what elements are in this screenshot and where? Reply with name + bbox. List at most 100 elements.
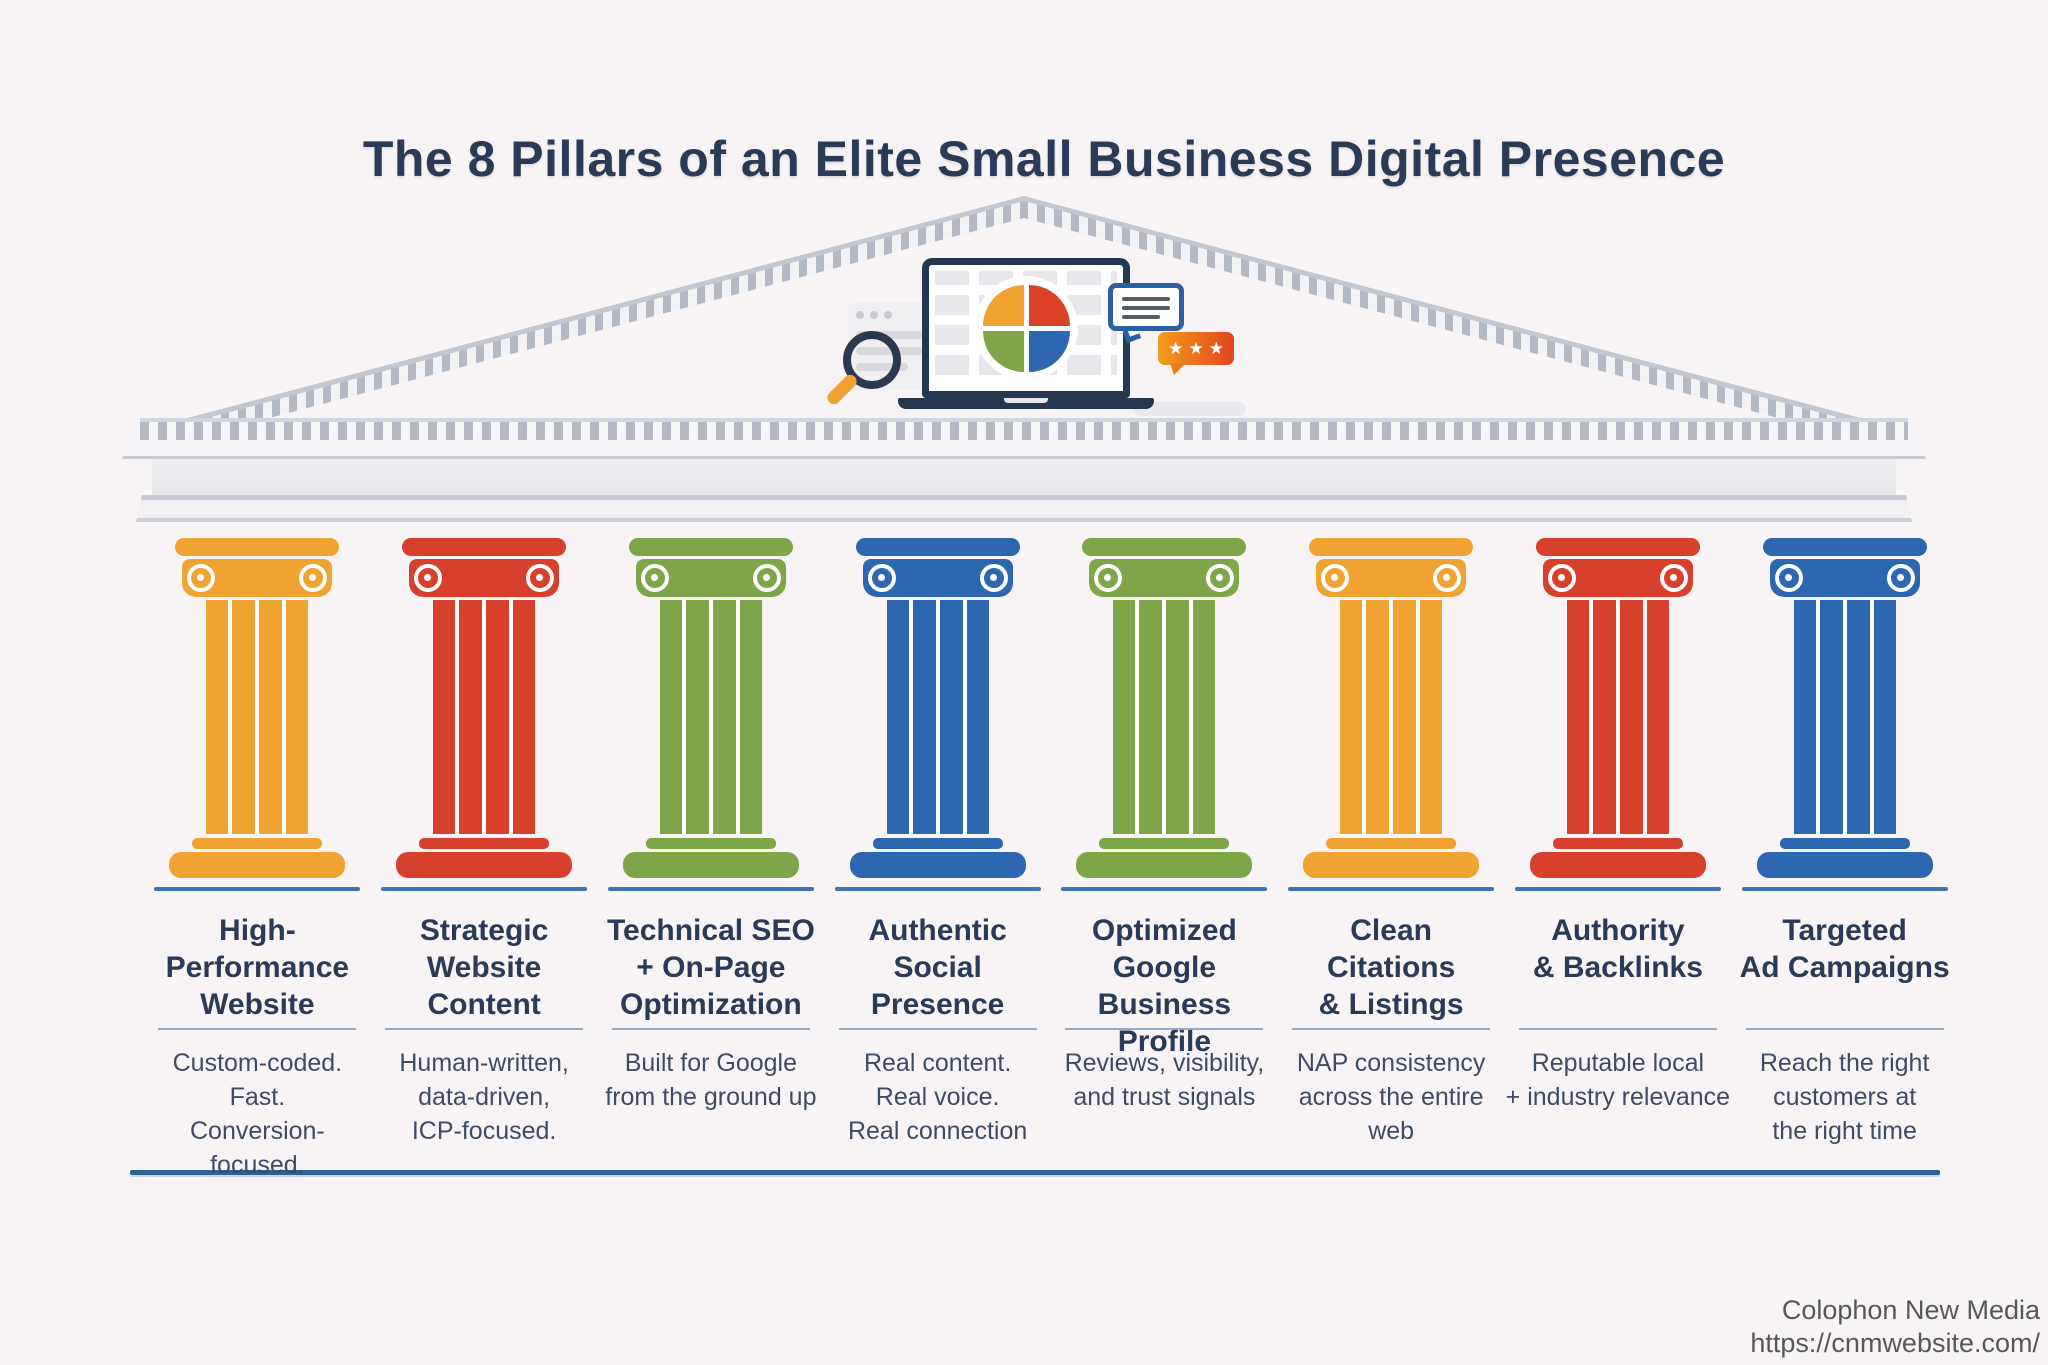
pillar-description: Reputable local + industry relevance: [1505, 1049, 1731, 1111]
pie-quadrant-red: [1028, 284, 1070, 326]
pillar-title: High- Performance Website: [165, 914, 350, 1021]
entablature-frieze: [152, 459, 1896, 495]
pillar-labels-row: High- Performance Website Custom-coded. …: [144, 912, 1958, 1182]
pillar-title: Technical SEO + On-Page Optimization: [606, 914, 815, 1021]
star-rating-icon: ★★★: [1158, 332, 1234, 365]
column-base: [1303, 852, 1480, 878]
column-shaft: [206, 600, 309, 834]
pillar-title: Targeted Ad Campaigns: [1739, 914, 1950, 984]
column-shaft: [659, 600, 762, 834]
column-shaft: [1793, 600, 1896, 834]
column-capital: [1769, 559, 1920, 597]
pillar-column-6: [1278, 538, 1505, 891]
pillar-column-7: [1505, 538, 1732, 891]
pillar-label-6: Clean Citations & Listings NAP consisten…: [1278, 912, 1505, 1182]
volute-icon: [1433, 564, 1462, 592]
pillar-title: Authentic Social Presence: [868, 914, 1007, 1021]
column-capital: [1316, 559, 1467, 597]
pillar-divider: [1518, 1028, 1717, 1030]
speech-bubble-icon: [1108, 283, 1184, 331]
pillar-divider: [1292, 1028, 1491, 1030]
pillar-description: Reach the right customers at the right t…: [1759, 1049, 1930, 1145]
column-underline: [1741, 887, 1948, 891]
column-capital: [1089, 559, 1240, 597]
pillar-title: Clean Citations & Listings: [1318, 914, 1464, 1021]
pillar-column-8: [1731, 538, 1958, 891]
column-capital: [409, 559, 560, 597]
column-underline: [607, 887, 814, 891]
laptop-base: [898, 398, 1154, 409]
pie-quadrant-blue: [1028, 330, 1070, 372]
pillar-column-3: [598, 538, 825, 891]
pillar-column-2: [371, 538, 598, 891]
pie-chart-icon: [974, 276, 1078, 380]
column-base: [1529, 852, 1706, 878]
pillar-label-5: Optimized Google Business Profile Review…: [1051, 912, 1278, 1182]
pillar-description: Built for Google from the ground up: [605, 1049, 817, 1111]
pillar-title: Optimized Google Business Profile: [1091, 914, 1237, 1058]
digital-presence-illustration: ★★★: [824, 252, 1248, 418]
pillar-column-1: [144, 538, 371, 891]
pillar-divider: [385, 1028, 584, 1030]
pillar-label-4: Authentic Social Presence Real content. …: [824, 912, 1051, 1182]
pillar-description: Real content. Real voice. Real connectio…: [847, 1049, 1028, 1145]
entablature-dentil-row: [140, 418, 1908, 440]
pillar-column-5: [1051, 538, 1278, 891]
column-base: [169, 852, 346, 878]
entablature-cornice: [122, 440, 1926, 459]
pillar-label-2: Strategic Website Content Human-written,…: [371, 912, 598, 1182]
pillar-column-4: [824, 538, 1051, 891]
entablature-molding: [136, 495, 1912, 522]
footer-company: Colophon New Media: [1781, 1295, 2040, 1325]
column-capital: [182, 559, 333, 597]
column-underline: [834, 887, 1041, 891]
browser-dots-icon: [856, 311, 892, 319]
column-underline: [1514, 887, 1721, 891]
pillar-divider: [158, 1028, 357, 1030]
column-base: [1076, 852, 1253, 878]
volute-icon: [1774, 564, 1803, 592]
pillar-title: Authority & Backlinks: [1532, 914, 1703, 984]
column-capital: [1542, 559, 1693, 597]
volute-icon: [1321, 564, 1350, 592]
column-capital: [862, 559, 1013, 597]
pillar-divider: [1745, 1028, 1944, 1030]
baseline-rule: [130, 1170, 1940, 1175]
volute-icon: [640, 564, 669, 592]
column-base: [396, 852, 573, 878]
volute-icon: [299, 564, 328, 592]
pillar-label-1: High- Performance Website Custom-coded. …: [144, 912, 371, 1182]
volute-icon: [1659, 564, 1688, 592]
pillar-description: Custom-coded. Fast. Conversion-focused.: [172, 1049, 343, 1179]
pillar-title: Strategic Website Content: [419, 914, 549, 1021]
pillar-label-7: Authority & Backlinks Reputable local + …: [1505, 912, 1732, 1182]
pillar-label-3: Technical SEO + On-Page Optimization Bui…: [598, 912, 825, 1182]
pie-quadrant-orange: [982, 284, 1024, 326]
pie-quadrant-green: [982, 330, 1024, 372]
pillar-divider: [611, 1028, 810, 1030]
column-shaft: [886, 600, 989, 834]
column-underline: [154, 887, 361, 891]
volute-icon: [752, 564, 781, 592]
volute-icon: [1886, 564, 1915, 592]
volute-icon: [414, 564, 443, 592]
column-base: [1756, 852, 1933, 878]
volute-icon: [1094, 564, 1123, 592]
column-shaft: [1566, 600, 1669, 834]
pillar-description: NAP consistency across the entire web: [1296, 1049, 1486, 1145]
page-title: The 8 Pillars of an Elite Small Business…: [362, 130, 1726, 187]
volute-icon: [526, 564, 555, 592]
volute-icon: [1206, 564, 1235, 592]
column-shaft: [1113, 600, 1216, 834]
pillar-description: Human-written, data-driven, ICP-focused.: [399, 1049, 569, 1145]
laptop-icon: [922, 258, 1130, 398]
illustration-shadow: [1134, 402, 1246, 416]
volute-icon: [867, 564, 896, 592]
column-base: [622, 852, 799, 878]
column-underline: [381, 887, 588, 891]
volute-icon: [1547, 564, 1576, 592]
pillar-divider: [1065, 1028, 1264, 1030]
column-base: [849, 852, 1026, 878]
pillar-label-8: Targeted Ad Campaigns Reach the right cu…: [1731, 912, 1958, 1182]
